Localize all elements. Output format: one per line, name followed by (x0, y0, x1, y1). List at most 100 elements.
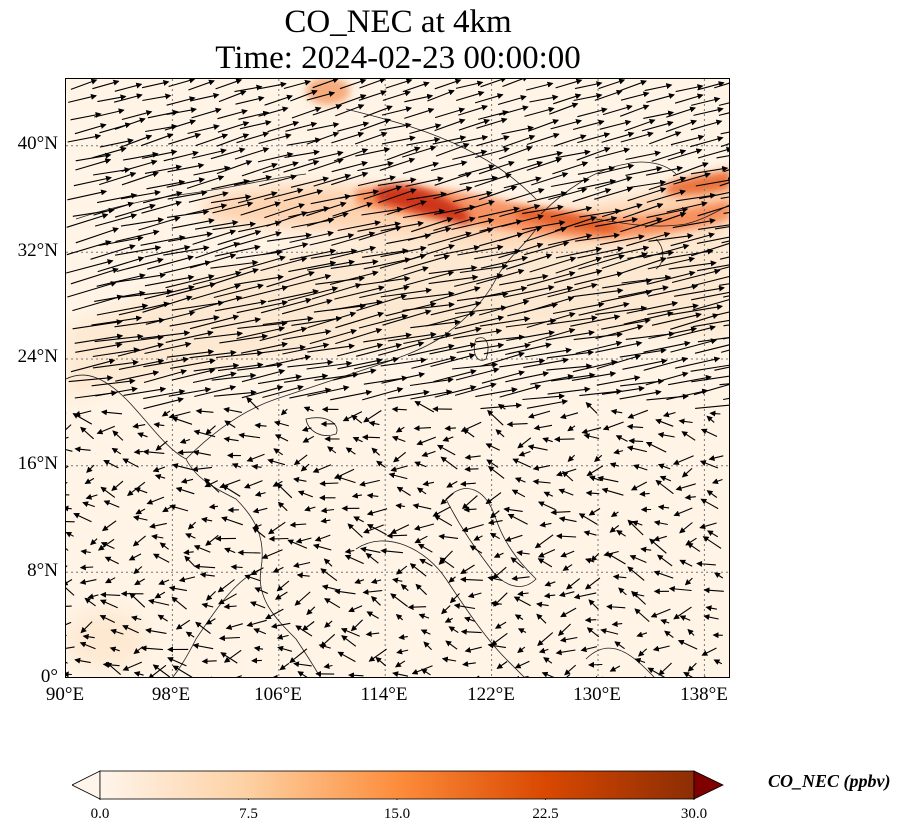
wind-vector (493, 552, 504, 558)
wind-vector (446, 480, 458, 488)
wind-vector (264, 203, 305, 219)
wind-vector (296, 572, 310, 579)
wind-vector (666, 106, 697, 118)
wind-vector (366, 611, 379, 619)
wind-vector (528, 328, 576, 344)
wind-vector (216, 160, 253, 175)
wind-vector (555, 256, 603, 274)
wind-vector (404, 107, 435, 119)
wind-vector (380, 357, 427, 367)
wind-vector (476, 285, 528, 299)
wind-vector (66, 531, 74, 538)
wind-vector (302, 435, 315, 443)
wind-vector (344, 554, 364, 565)
wind-vector (499, 358, 546, 368)
wind-vector (576, 147, 611, 161)
wind-vector (396, 486, 411, 496)
wind-vector (392, 671, 409, 677)
wind-vector (702, 536, 722, 549)
wind-vector (474, 93, 504, 104)
wind-vector (66, 213, 109, 228)
wind-vector (474, 248, 521, 260)
wind-vector (496, 661, 508, 669)
wind-vector (266, 270, 315, 288)
wind-vector (289, 230, 334, 243)
wind-vector (636, 631, 648, 638)
wind-vector (258, 106, 289, 117)
wind-vector (321, 584, 340, 591)
wind-vector (667, 325, 716, 340)
wind-vector (195, 408, 214, 415)
wind-vector (527, 444, 548, 451)
wind-vector (671, 304, 723, 316)
wind-vector (100, 409, 123, 416)
wind-vector (595, 340, 643, 353)
wind-vector (673, 172, 711, 185)
wind-vector (602, 421, 624, 431)
wind-vector (595, 305, 648, 315)
wind-vector (144, 341, 192, 355)
wind-vector (551, 372, 596, 382)
wind-vector (123, 151, 159, 161)
wind-vector (282, 329, 332, 341)
wind-vector (577, 107, 608, 118)
wind-vector (237, 231, 282, 246)
wind-vector (655, 479, 674, 495)
wind-vector (362, 588, 383, 595)
wind-vector (276, 580, 290, 592)
wind-vector (653, 535, 667, 542)
wind-vector (544, 580, 556, 587)
wind-vector (96, 303, 149, 316)
wind-vector (550, 509, 571, 516)
wind-vector (289, 521, 307, 528)
wind-vector (458, 118, 491, 131)
wind-vector (543, 657, 553, 664)
wind-vector (469, 545, 483, 554)
wind-vector (517, 628, 527, 634)
lon-tick-label: 90°E (45, 684, 85, 705)
wind-vector (235, 249, 283, 259)
wind-vector (719, 256, 729, 260)
wind-vector (511, 575, 530, 582)
wind-vector (531, 172, 569, 186)
wind-vector (714, 226, 729, 230)
wind-vector (627, 409, 648, 419)
wind-vector (285, 121, 318, 132)
wind-vector (381, 106, 413, 116)
wind-vector (183, 549, 194, 556)
wind-vector (387, 389, 430, 400)
wind-vector (74, 446, 91, 453)
wind-vector (79, 564, 94, 571)
wind-vector (314, 534, 331, 542)
wind-vector (501, 214, 544, 228)
wind-vector (99, 138, 134, 148)
wind-vector (462, 428, 475, 438)
wind-vector (647, 283, 699, 297)
wind-vector (148, 598, 170, 606)
wind-vector (253, 628, 267, 635)
wind-vector (154, 473, 166, 480)
wind-vector (601, 487, 624, 496)
wind-vector (158, 579, 170, 585)
wind-vector (168, 79, 196, 88)
wind-vector (166, 177, 206, 188)
wind-vector (216, 350, 264, 359)
wind-vector (144, 244, 191, 258)
wind-vector (577, 132, 611, 144)
wind-vector (390, 593, 408, 607)
wind-vector (583, 530, 597, 537)
wind-vector (670, 338, 718, 353)
wind-vector (363, 410, 382, 423)
wind-vector (192, 371, 237, 384)
wind-vector (123, 386, 167, 396)
wind-vector (522, 285, 574, 301)
wind-vector (241, 385, 284, 399)
wind-vector (67, 133, 102, 143)
wind-vector (214, 299, 267, 312)
wind-vector (141, 200, 183, 214)
wind-vector (720, 349, 729, 353)
wind-vector (452, 190, 493, 203)
wind-vector (86, 464, 95, 474)
wind-vector (258, 133, 292, 145)
wind-vector (418, 613, 430, 620)
